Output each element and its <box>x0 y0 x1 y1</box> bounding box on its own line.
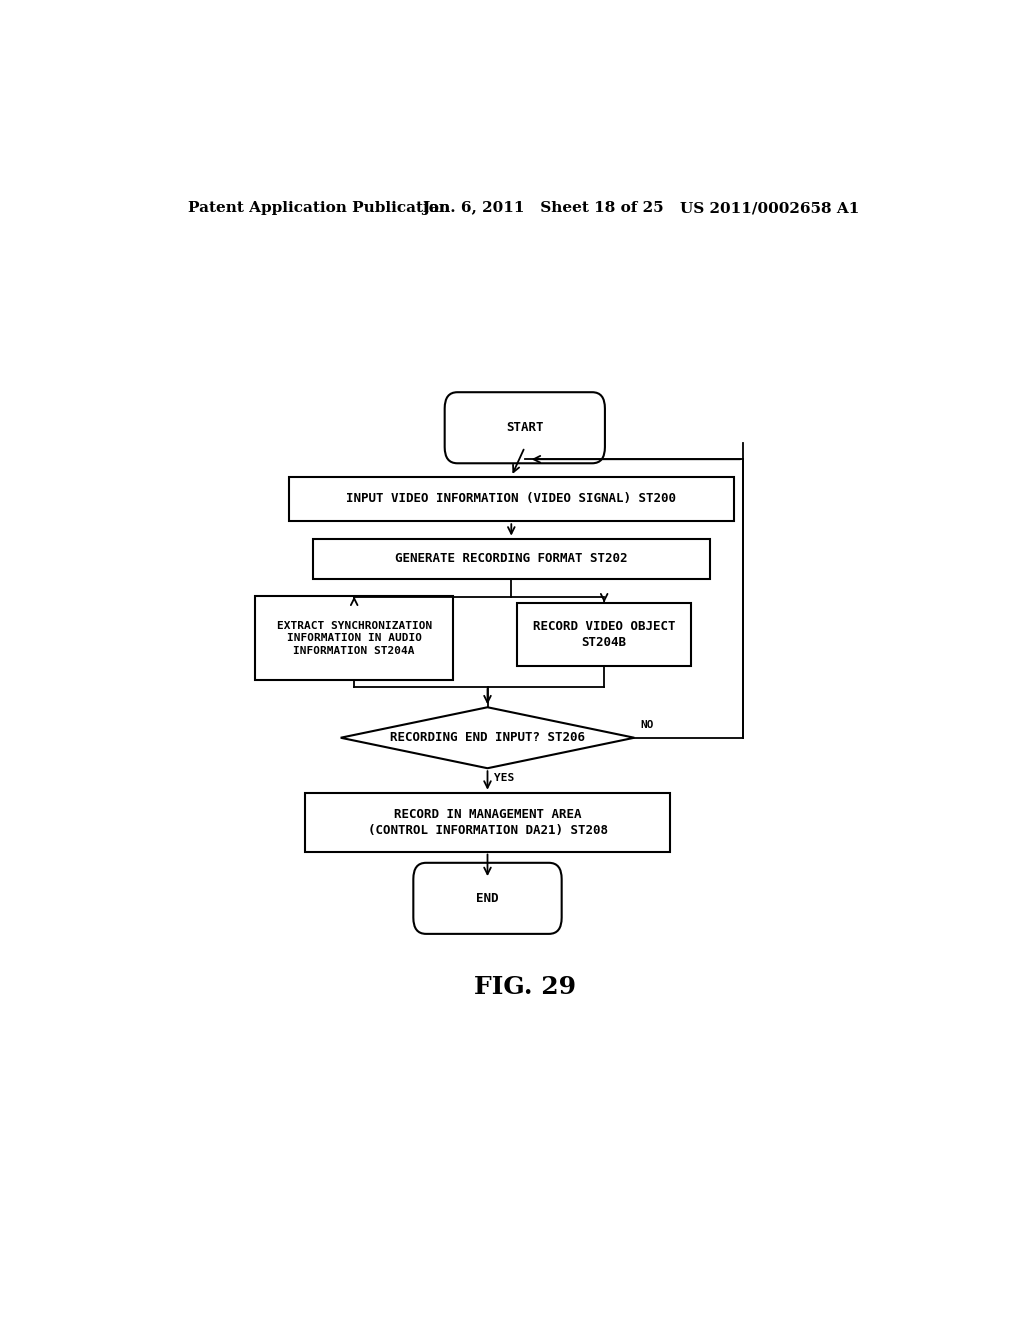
Text: NO: NO <box>641 719 654 730</box>
Text: RECORDING END INPUT? ST206: RECORDING END INPUT? ST206 <box>390 731 585 744</box>
Bar <box>289 477 733 521</box>
Text: INPUT VIDEO INFORMATION (VIDEO SIGNAL) ST200: INPUT VIDEO INFORMATION (VIDEO SIGNAL) S… <box>346 492 676 506</box>
Bar <box>517 602 691 665</box>
Text: RECORD VIDEO OBJECT
ST204B: RECORD VIDEO OBJECT ST204B <box>532 619 676 648</box>
FancyBboxPatch shape <box>444 392 605 463</box>
FancyBboxPatch shape <box>414 863 562 933</box>
Text: END: END <box>476 892 499 904</box>
Text: Jan. 6, 2011   Sheet 18 of 25: Jan. 6, 2011 Sheet 18 of 25 <box>422 201 664 215</box>
Text: GENERATE RECORDING FORMAT ST202: GENERATE RECORDING FORMAT ST202 <box>395 552 628 565</box>
Text: EXTRACT SYNCHRONIZATION
INFORMATION IN AUDIO
INFORMATION ST204A: EXTRACT SYNCHRONIZATION INFORMATION IN A… <box>276 620 432 656</box>
Text: RECORD IN MANAGEMENT AREA
(CONTROL INFORMATION DA21) ST208: RECORD IN MANAGEMENT AREA (CONTROL INFOR… <box>368 808 607 837</box>
Bar <box>305 792 670 851</box>
Polygon shape <box>341 708 634 768</box>
Bar <box>313 539 710 579</box>
Text: YES: YES <box>494 774 514 783</box>
Text: START: START <box>506 421 544 434</box>
Text: FIG. 29: FIG. 29 <box>474 974 575 999</box>
Text: Patent Application Publication: Patent Application Publication <box>187 201 450 215</box>
Bar <box>255 597 454 680</box>
Text: US 2011/0002658 A1: US 2011/0002658 A1 <box>680 201 859 215</box>
